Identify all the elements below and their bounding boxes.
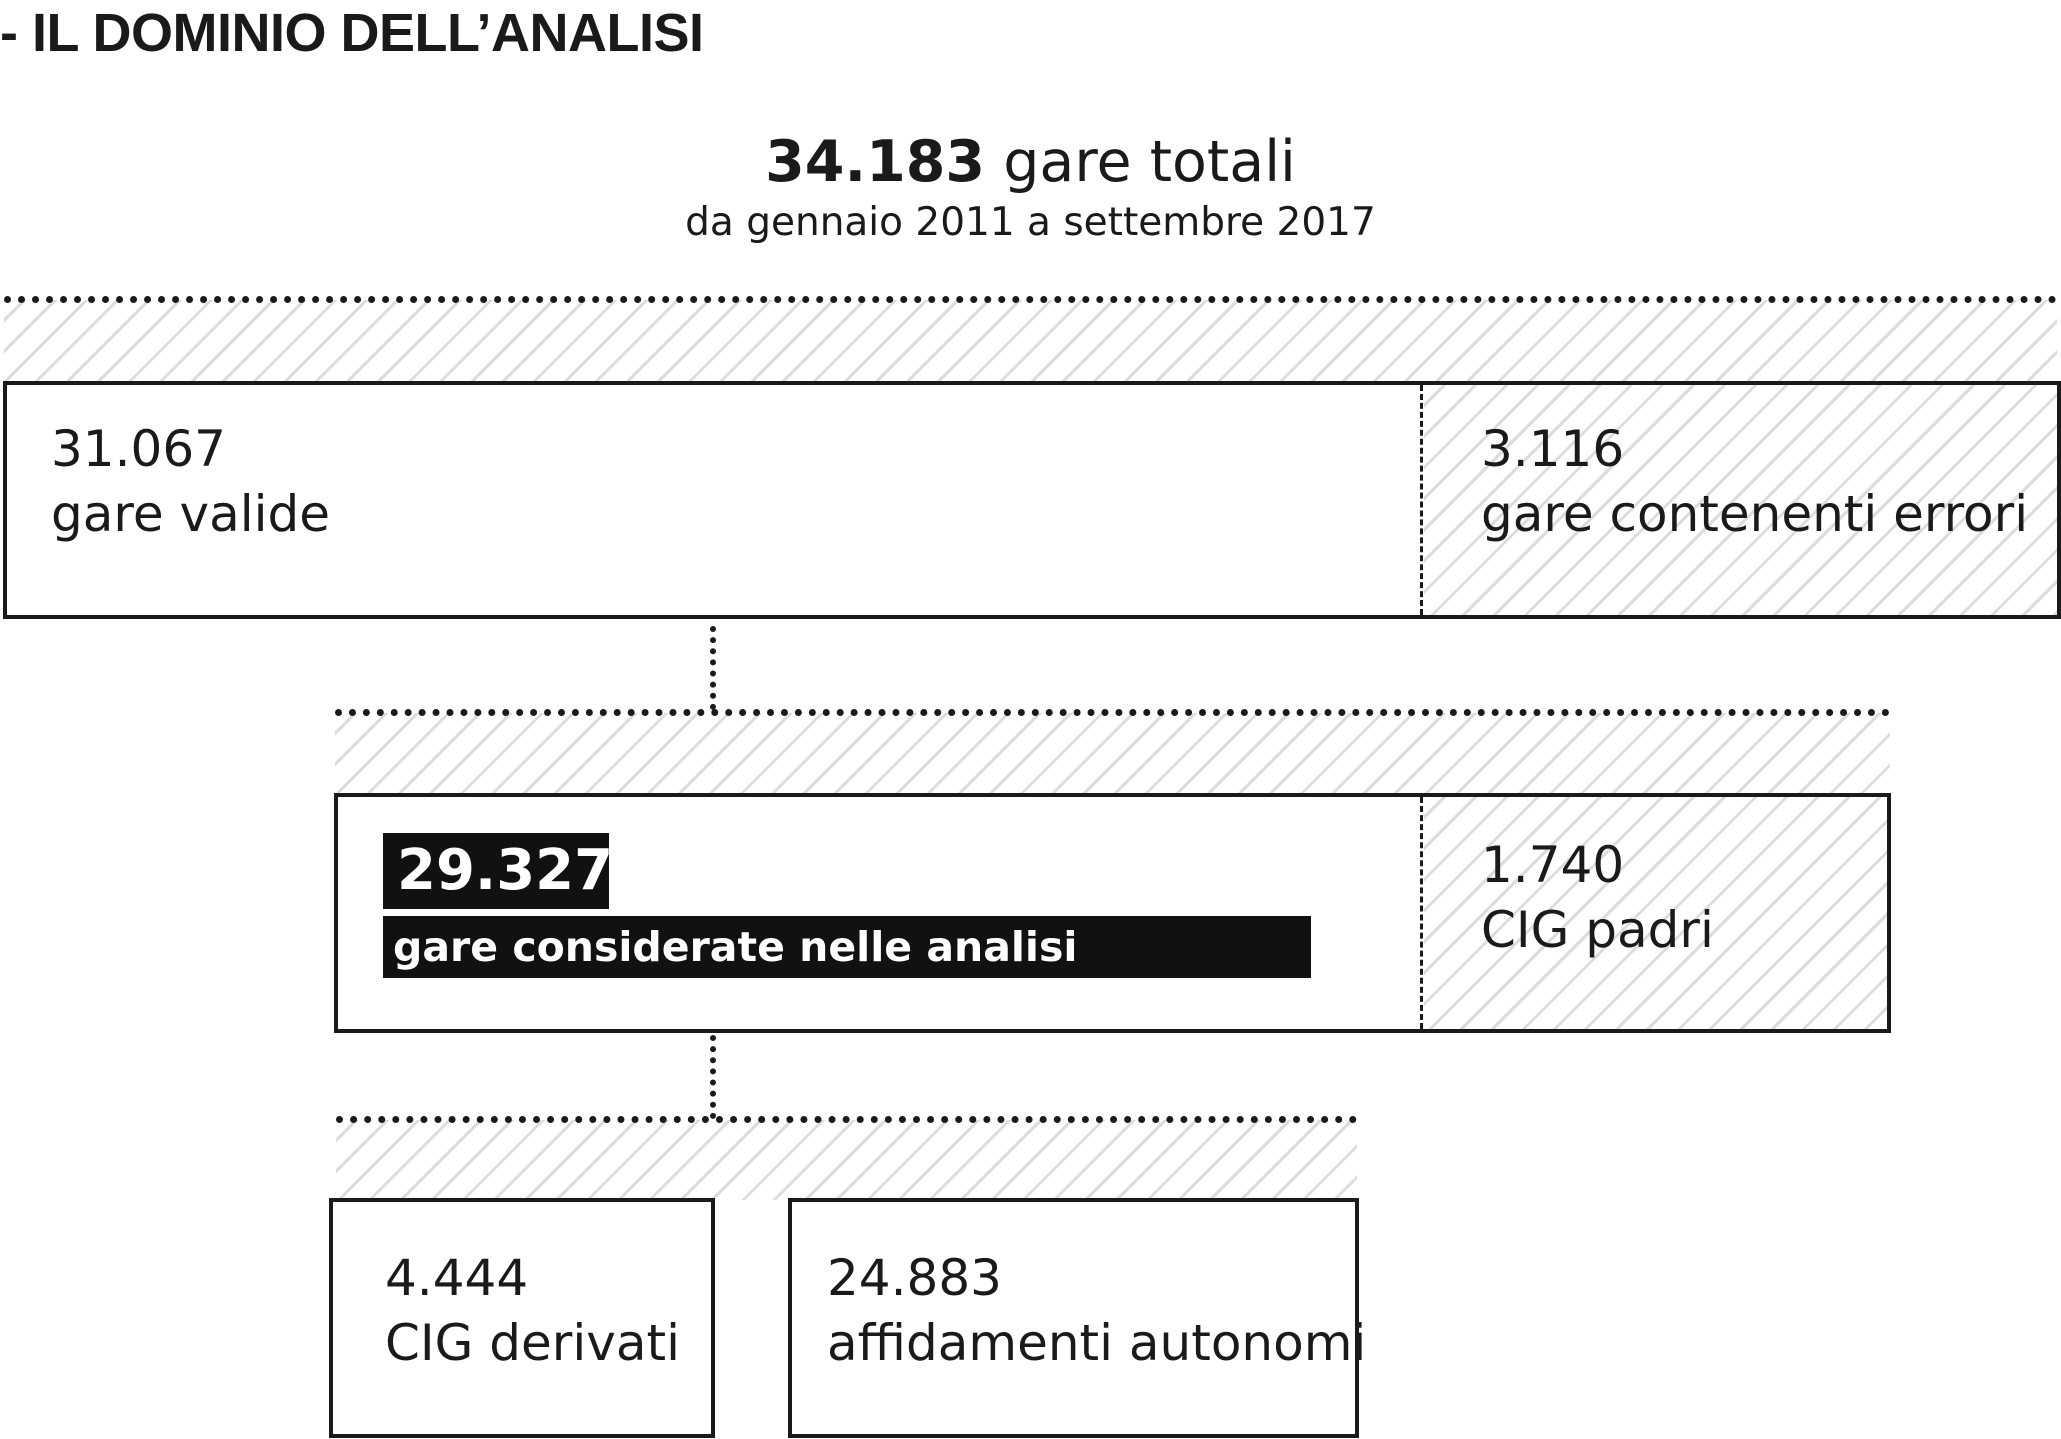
- derived-box: [329, 1198, 715, 1438]
- autonomous-block: 24.883 affidamenti autonomi: [827, 1246, 1366, 1376]
- level2-dotted-line: [335, 709, 1890, 716]
- parents-label: CIG padri: [1481, 901, 1714, 959]
- errors-label: gare contenenti errori: [1481, 485, 2029, 543]
- total-number: 34.183: [765, 129, 986, 195]
- parents-hatch: [1424, 797, 1887, 1029]
- derived-block: 4.444 CIG derivati: [385, 1246, 680, 1376]
- considered-label: gare considerate nelle analisi: [383, 916, 1311, 978]
- level1-hatch-band: [4, 300, 2057, 382]
- connector-2: [710, 1035, 716, 1119]
- parents-block: 1.740 CIG padri: [1481, 833, 1714, 963]
- total-header: 34.183 gare totali da gennaio 2011 a set…: [0, 128, 2061, 247]
- autonomous-label: affidamenti autonomi: [827, 1314, 1367, 1372]
- derived-number: 4.444: [385, 1249, 529, 1307]
- level1-dotted-line: [4, 296, 2057, 303]
- valid-block: 31.067 gare valide: [51, 417, 330, 547]
- total-period: da gennaio 2011 a settembre 2017: [685, 200, 1376, 246]
- valid-label: gare valide: [51, 485, 331, 543]
- errors-block: 3.116 gare contenenti errori: [1481, 417, 2028, 547]
- level2-divider: [1420, 797, 1423, 1029]
- level3-dotted-line: [336, 1116, 1357, 1123]
- page-title: - IL DOMINIO DELL’ANALISI: [0, 3, 704, 63]
- considered-number: 29.327: [383, 833, 613, 909]
- autonomous-number: 24.883: [827, 1249, 1002, 1307]
- level2-hatch-band: [335, 713, 1890, 795]
- total-line: 34.183 gare totali: [0, 128, 2061, 196]
- total-label: gare totali: [985, 129, 1296, 195]
- level3-hatch-band: [336, 1120, 1357, 1200]
- derived-label: CIG derivati: [385, 1314, 680, 1372]
- valid-number: 31.067: [51, 420, 226, 478]
- level1-divider: [1420, 385, 1423, 615]
- connector-1: [710, 626, 716, 710]
- parents-number: 1.740: [1481, 836, 1625, 894]
- errors-number: 3.116: [1481, 420, 1625, 478]
- errors-hatch: [1424, 385, 2057, 615]
- autonomous-box: [788, 1198, 1359, 1438]
